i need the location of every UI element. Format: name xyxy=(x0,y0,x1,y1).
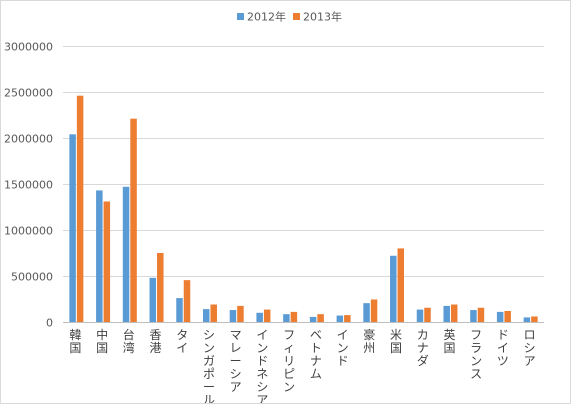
legend: 2012年 2013年 xyxy=(237,10,342,24)
bar-series1 xyxy=(523,317,531,322)
x-category-label: カナダ xyxy=(417,328,429,368)
bar-series2 xyxy=(76,95,84,323)
bar-series1 xyxy=(443,305,450,322)
bar-series2 xyxy=(477,307,485,322)
x-category-label: ドイツ xyxy=(497,328,509,368)
y-tick-label: 2500000 xyxy=(4,87,53,100)
bar-series1 xyxy=(496,311,504,322)
x-category-label: シンガポール xyxy=(203,328,215,403)
bar-series1 xyxy=(283,314,290,322)
y-tick-label: 2000000 xyxy=(4,133,53,146)
bar-series2 xyxy=(370,299,378,322)
x-category-label: 台湾 xyxy=(123,327,135,355)
bar-series2 xyxy=(317,314,324,322)
y-tick-label: 1000000 xyxy=(4,225,53,238)
bar-series2 xyxy=(450,304,458,322)
bar-series1 xyxy=(229,310,237,322)
x-category-label: フィリピン xyxy=(283,328,295,394)
bar-series2 xyxy=(290,311,298,322)
bar-series2 xyxy=(263,309,271,322)
x-category-label: マレーシア xyxy=(230,328,242,394)
bar-series2 xyxy=(183,280,191,322)
bar-series2 xyxy=(210,304,217,322)
bar-series1 xyxy=(470,310,477,322)
bar-series2 xyxy=(504,310,511,322)
x-category-label: タイ xyxy=(176,328,188,355)
bar-series2 xyxy=(103,201,111,322)
bar-series2 xyxy=(237,305,244,322)
bar-series2 xyxy=(424,307,431,322)
bar-series1 xyxy=(202,309,210,322)
y-tick-label: 3000000 xyxy=(4,41,53,54)
bars xyxy=(69,95,538,323)
x-category-label: 英国 xyxy=(443,328,455,355)
x-category-label: 香港 xyxy=(150,328,162,355)
x-category-label: 豪州 xyxy=(363,327,375,355)
bar-series1 xyxy=(69,134,76,322)
x-category-label: フランス xyxy=(470,328,482,381)
bar-series1 xyxy=(122,186,130,322)
bar-series1 xyxy=(256,312,263,322)
legend-label: 2012年 xyxy=(247,10,286,24)
legend-swatch xyxy=(237,13,244,20)
x-category-label: インド xyxy=(337,328,349,368)
x-category-label: インドネシア xyxy=(256,328,268,403)
bar-series1 xyxy=(416,309,424,322)
bar-series2 xyxy=(130,118,137,323)
x-category-label: 米国 xyxy=(390,328,402,355)
bar-series2 xyxy=(531,316,538,322)
bar-series2 xyxy=(397,248,405,322)
bar-series1 xyxy=(96,190,103,322)
gridlines xyxy=(63,46,544,323)
bar-series1 xyxy=(149,277,157,322)
x-category-label: 中国 xyxy=(96,327,108,355)
x-category-label: ロシア xyxy=(524,328,536,368)
legend-label: 2013年 xyxy=(303,10,342,24)
bar-series1 xyxy=(176,298,183,322)
bar-series2 xyxy=(344,315,351,322)
x-category-label: ベトナム xyxy=(310,328,322,381)
x-category-label: 韓国 xyxy=(69,328,81,355)
y-tick-label: 0 xyxy=(46,317,53,330)
bar-series1 xyxy=(336,315,344,322)
y-tick-label: 500000 xyxy=(11,271,53,284)
bar-series1 xyxy=(309,316,317,322)
bar-series1 xyxy=(390,255,397,322)
y-tick-label: 1500000 xyxy=(4,179,53,192)
bar-series1 xyxy=(363,303,370,322)
bar-series2 xyxy=(157,253,164,322)
legend-swatch xyxy=(293,13,300,20)
y-axis: 0 500000 1000000 1500000 2000000 2500000 30000… xyxy=(4,41,53,330)
